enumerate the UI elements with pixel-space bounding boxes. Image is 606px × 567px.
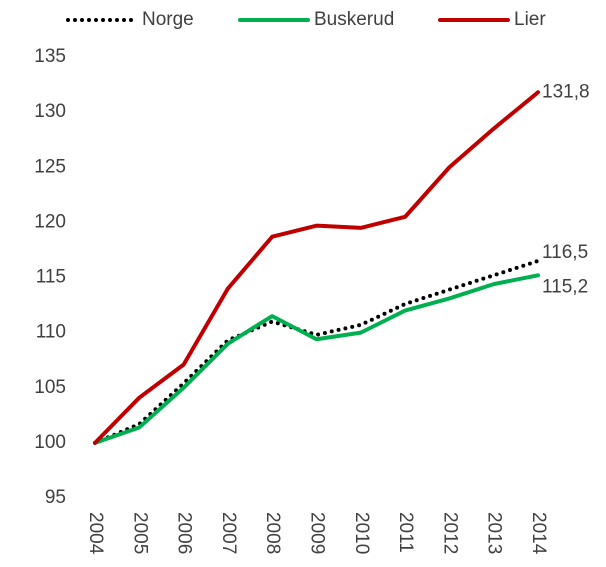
y-tick-label: 100	[34, 432, 66, 453]
y-tick-label: 130	[34, 101, 66, 122]
line-series	[93, 273, 540, 445]
data-label: 115,2	[542, 276, 588, 297]
data-label: 131,8	[542, 81, 590, 102]
x-tick-label: 2005	[129, 512, 150, 554]
line-series	[93, 90, 540, 445]
y-tick-label: 105	[34, 377, 66, 398]
legend-label: Norge	[142, 9, 194, 30]
x-tick-label: 2014	[528, 512, 549, 555]
y-tick-label: 135	[34, 46, 66, 67]
x-tick-label: 2013	[484, 512, 505, 554]
y-tick-label: 110	[36, 322, 66, 343]
x-tick-label: 2008	[262, 512, 283, 554]
x-tick-label: 2004	[85, 512, 106, 555]
x-tick-label: 2011	[395, 512, 416, 553]
y-tick-label: 95	[45, 487, 66, 508]
x-tick-label: 2010	[351, 512, 372, 554]
x-tick-label: 2007	[218, 512, 239, 554]
data-label: 116,5	[542, 242, 588, 263]
x-tick-label: 2006	[174, 512, 195, 554]
legend-label: Buskerud	[314, 9, 394, 30]
y-tick-label: 120	[34, 211, 66, 232]
y-tick-label: 115	[36, 267, 66, 288]
x-tick-label: 2009	[306, 512, 327, 554]
y-tick-label: 125	[34, 156, 66, 177]
legend-label: Lier	[514, 9, 546, 30]
x-tick-label: 2012	[439, 512, 460, 554]
line-series	[93, 258, 540, 445]
